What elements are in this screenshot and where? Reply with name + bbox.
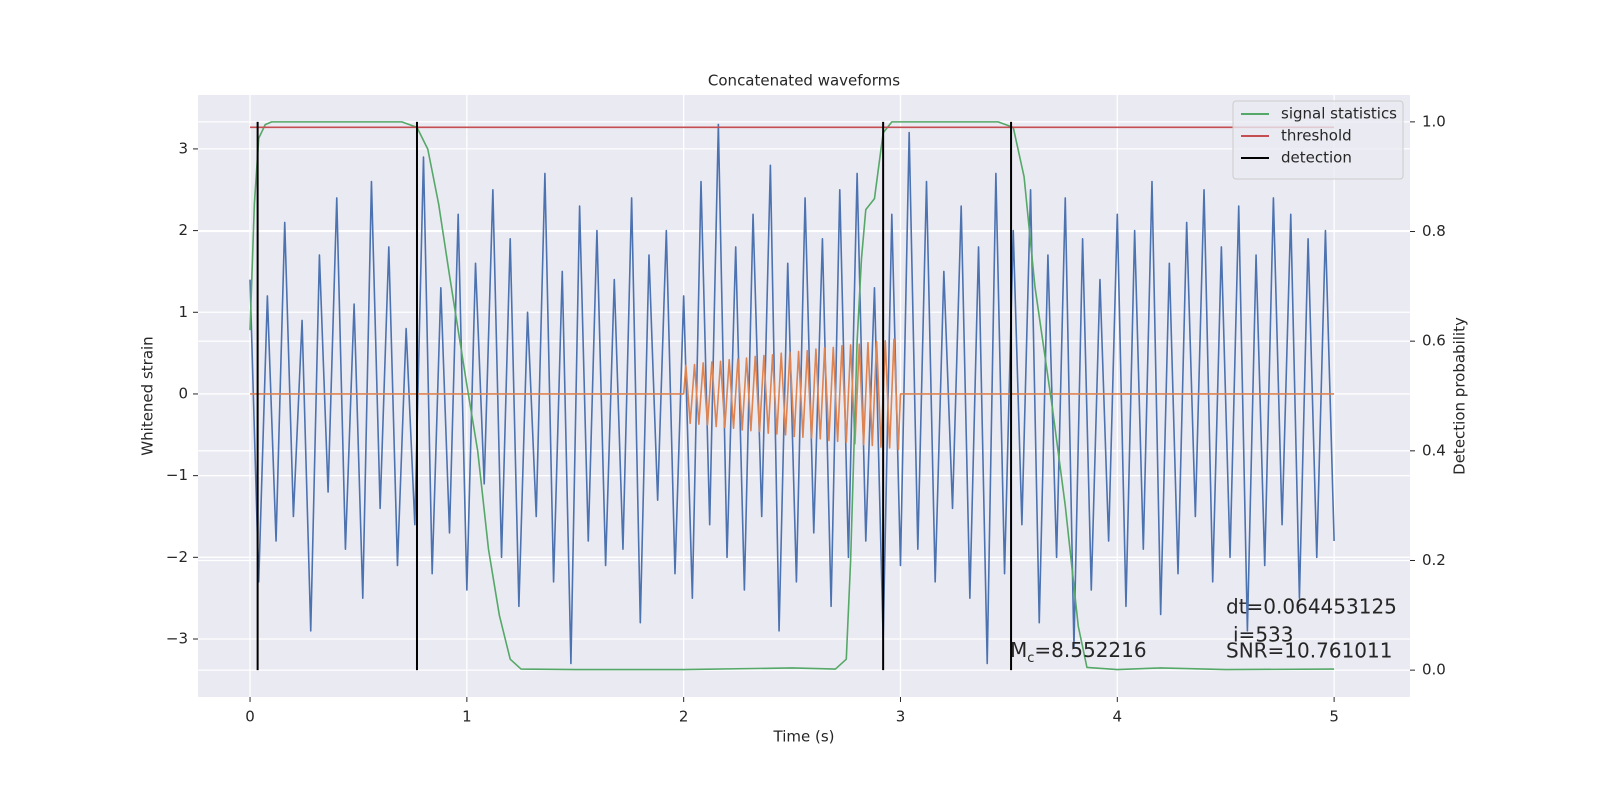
legend-box [1232,100,1404,180]
series-line [249,123,1335,665]
x-axis-label: Time (s) [773,728,835,746]
x-tick-label: 5 [1329,708,1339,726]
x-tick-label: 4 [1113,708,1123,726]
y2-axis-label: Detection probability [1451,317,1469,475]
series-line [249,121,1335,671]
x-tick-label: 1 [462,708,472,726]
y-tick-label: −2 [166,548,188,566]
x-tick-label: 2 [679,708,689,726]
annotation: i=533 [1233,623,1294,647]
y-axis-label: Whitened strain [139,336,157,455]
chart-title: Concatenated waveforms [708,72,900,90]
annotation: dt=0.064453125 [1226,595,1397,619]
legend-label: detection [1281,149,1352,167]
data [249,121,1335,671]
y-tick-label: 3 [178,139,188,157]
series-line [250,338,1335,451]
x-tick-label: 3 [896,708,906,726]
annotation-base: M [1010,638,1027,662]
y2-tick-label: 0.0 [1422,661,1446,679]
annotation: SNR=10.761011 [1226,639,1392,663]
legend: signal statistics threshold detection [1232,100,1404,180]
y-tick-label: 0 [178,384,188,402]
y2-tick-label: 0.8 [1422,222,1446,240]
y-tick-label: 1 [178,303,188,321]
y-tick-label: 2 [178,221,188,239]
annotation: Mc=8.552216 [1010,638,1147,666]
y2-tick-label: 0.2 [1422,551,1446,569]
y2-tick-label: 0.4 [1422,441,1446,459]
y-tick-label: −1 [166,466,188,484]
legend-label: threshold [1281,127,1352,145]
x-tick-label: 0 [245,708,255,726]
legend-label: signal statistics [1281,105,1397,123]
y2-tick-label: 0.6 [1422,332,1446,350]
annotation-text: =8.552216 [1034,638,1146,662]
y-tick-label: −3 [166,630,188,648]
y2-tick-label: 1.0 [1422,112,1446,130]
annotation-sub: c [1027,651,1034,666]
